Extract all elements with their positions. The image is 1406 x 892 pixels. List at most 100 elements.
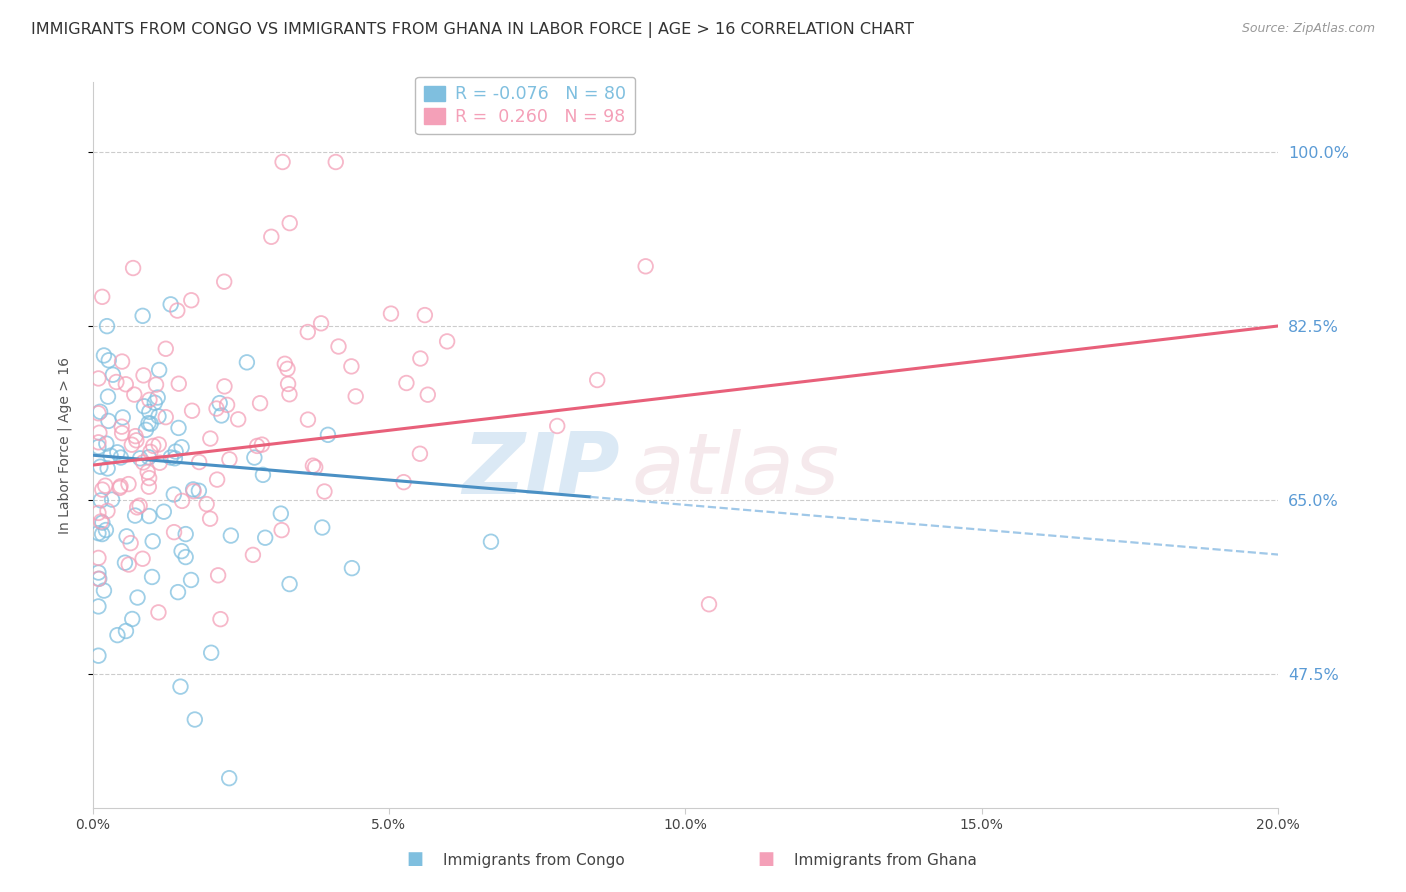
Point xyxy=(328,339,350,353)
Point xyxy=(163,487,186,501)
Point xyxy=(409,447,432,461)
Point xyxy=(314,484,336,499)
Point xyxy=(125,434,148,448)
Point xyxy=(167,421,190,435)
Point xyxy=(634,260,657,274)
Point xyxy=(170,544,193,558)
Point xyxy=(586,373,609,387)
Point xyxy=(254,531,277,545)
Point xyxy=(127,591,149,605)
Point xyxy=(118,558,141,572)
Point xyxy=(170,494,193,508)
Point xyxy=(159,450,181,465)
Point xyxy=(131,309,153,323)
Point xyxy=(148,606,170,620)
Point xyxy=(155,410,177,425)
Point xyxy=(304,460,326,475)
Point xyxy=(114,556,136,570)
Point xyxy=(153,505,176,519)
Point xyxy=(218,771,240,785)
Point xyxy=(115,529,138,543)
Point xyxy=(167,585,190,599)
Point xyxy=(278,216,301,230)
Point xyxy=(97,461,120,475)
Point xyxy=(100,449,122,463)
Point xyxy=(124,387,146,401)
Legend: R = -0.076   N = 80, R =  0.260   N = 98: R = -0.076 N = 80, R = 0.260 N = 98 xyxy=(415,77,636,135)
Point xyxy=(121,612,143,626)
Point xyxy=(139,417,162,431)
Point xyxy=(340,561,363,575)
Point xyxy=(139,445,162,459)
Point xyxy=(108,481,131,495)
Point xyxy=(181,483,204,497)
Point xyxy=(132,368,155,383)
Point xyxy=(380,307,402,321)
Point xyxy=(209,612,232,626)
Point xyxy=(309,316,332,330)
Point xyxy=(138,471,160,485)
Point xyxy=(124,429,146,443)
Point xyxy=(90,515,112,529)
Point xyxy=(214,379,236,393)
Point xyxy=(138,392,160,407)
Point xyxy=(135,423,157,437)
Point xyxy=(316,427,339,442)
Point xyxy=(340,359,363,374)
Point xyxy=(200,646,222,660)
Point xyxy=(546,419,568,434)
Point xyxy=(205,401,228,416)
Point xyxy=(183,484,205,499)
Point xyxy=(209,409,232,423)
Y-axis label: In Labor Force | Age > 16: In Labor Force | Age > 16 xyxy=(58,357,72,533)
Text: atlas: atlas xyxy=(631,429,839,512)
Point xyxy=(132,455,155,469)
Point xyxy=(143,396,166,410)
Text: Immigrants from Congo: Immigrants from Congo xyxy=(443,853,624,868)
Point xyxy=(87,572,110,586)
Point xyxy=(187,483,209,498)
Point xyxy=(111,426,134,441)
Point xyxy=(128,499,150,513)
Point xyxy=(97,390,120,404)
Point xyxy=(138,480,160,494)
Point xyxy=(270,507,292,521)
Point xyxy=(250,437,273,451)
Point xyxy=(138,509,160,524)
Point xyxy=(166,303,188,318)
Point xyxy=(148,363,170,377)
Point xyxy=(297,412,319,426)
Point xyxy=(87,506,110,520)
Point xyxy=(145,377,167,392)
Point xyxy=(124,508,146,523)
Point xyxy=(163,451,186,466)
Point xyxy=(87,550,110,565)
Point xyxy=(205,473,228,487)
Point xyxy=(148,409,170,424)
Point xyxy=(184,713,207,727)
Point xyxy=(436,334,458,349)
Point xyxy=(96,436,118,450)
Point xyxy=(207,568,229,582)
Point xyxy=(697,597,720,611)
Point xyxy=(246,439,269,453)
Point xyxy=(90,493,112,508)
Text: IMMIGRANTS FROM CONGO VS IMMIGRANTS FROM GHANA IN LABOR FORCE | AGE > 16 CORRELA: IMMIGRANTS FROM CONGO VS IMMIGRANTS FROM… xyxy=(31,22,914,38)
Point xyxy=(91,527,114,541)
Point xyxy=(117,477,139,491)
Point xyxy=(170,440,193,454)
Point xyxy=(180,573,202,587)
Point xyxy=(87,648,110,663)
Point xyxy=(105,445,128,459)
Text: ■: ■ xyxy=(758,850,775,868)
Point xyxy=(87,526,110,541)
Point xyxy=(297,325,319,339)
Point xyxy=(395,376,418,390)
Point xyxy=(200,432,222,446)
Point xyxy=(115,624,138,638)
Point xyxy=(87,371,110,385)
Point xyxy=(141,570,163,584)
Point xyxy=(148,437,170,451)
Point xyxy=(87,435,110,450)
Point xyxy=(278,577,301,591)
